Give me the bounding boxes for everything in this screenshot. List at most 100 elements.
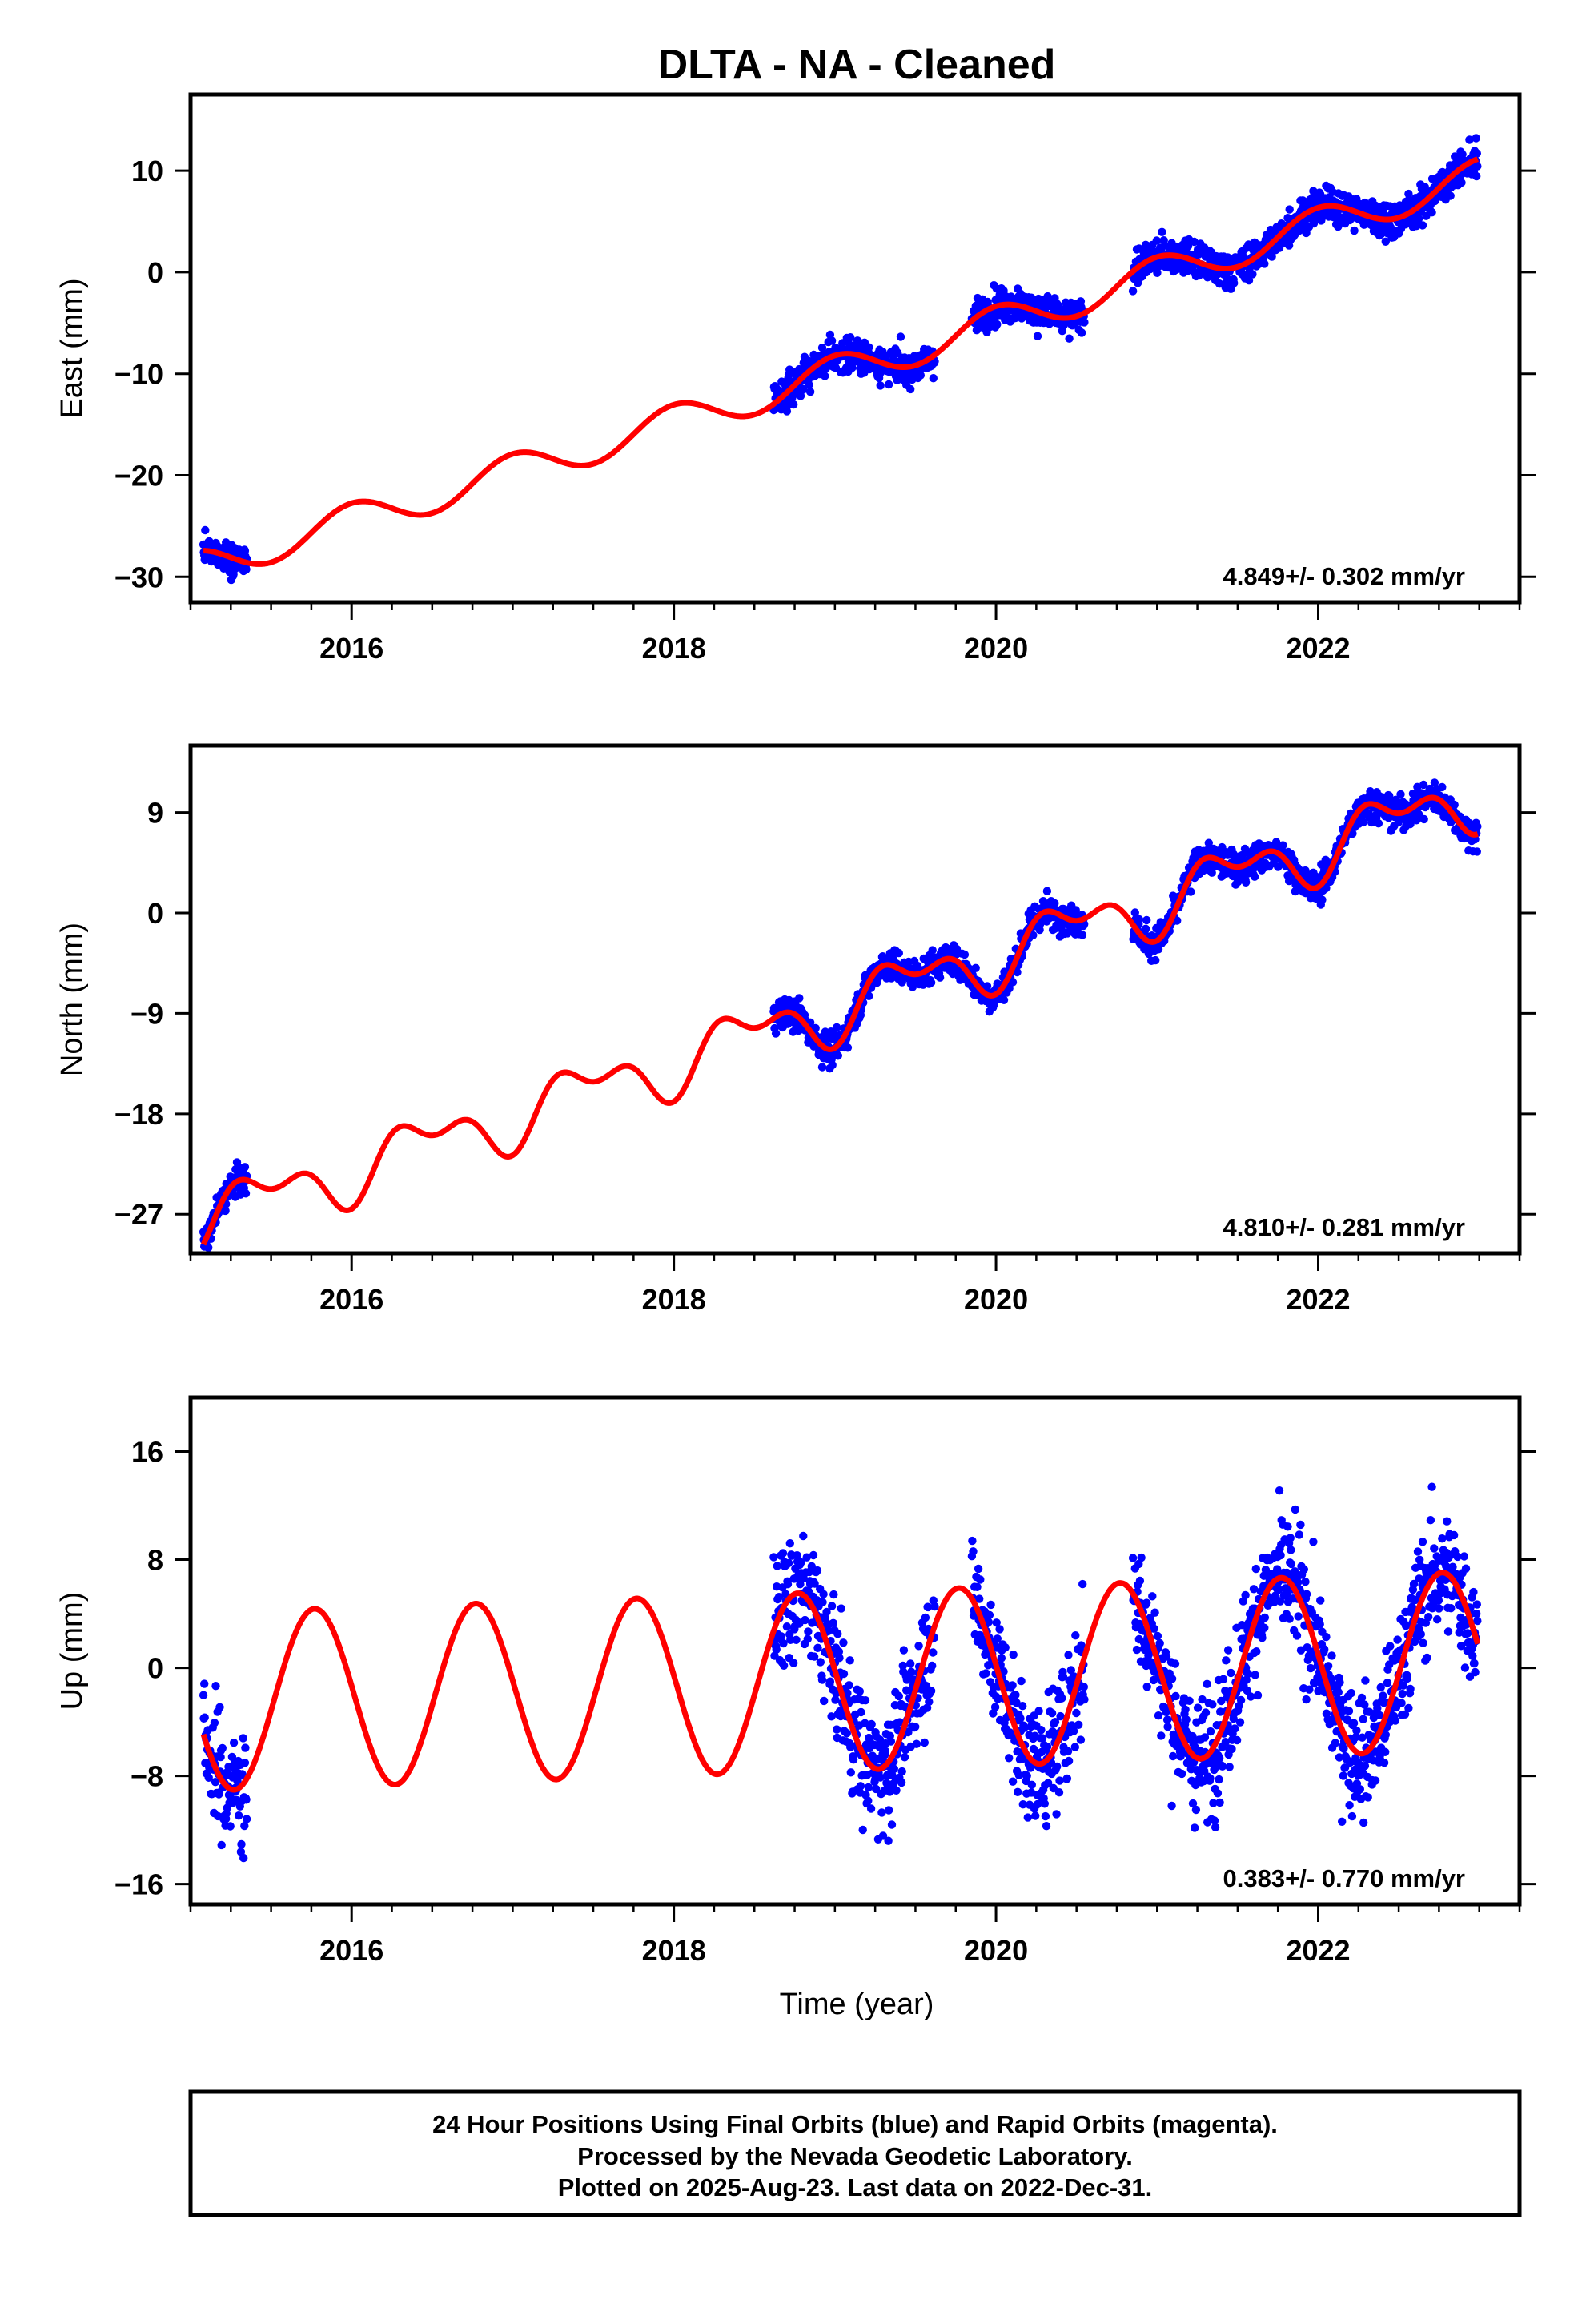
y-tick-label: −27 [114,1198,163,1231]
data-point [1250,872,1259,881]
y-tick-label: −20 [114,460,163,493]
data-point [1191,1823,1199,1832]
data-point [1137,1553,1146,1562]
data-point [1076,1735,1086,1744]
data-point [1171,1691,1180,1701]
data-point [1386,1642,1395,1651]
data-point [1350,226,1359,235]
data-point [885,1806,893,1815]
data-point [1079,1683,1089,1691]
data-point [1318,895,1327,904]
data-point [1080,1695,1089,1704]
data-point [801,1615,809,1625]
data-point [1148,1592,1157,1601]
data-point [216,1752,225,1762]
data-point [229,1739,239,1747]
data-point [1287,1559,1296,1569]
data-point [1327,1651,1336,1660]
data-point [821,372,829,380]
data-point [968,1536,977,1546]
data-point [1042,1822,1051,1831]
data-point [1322,1632,1331,1642]
data-point [1013,967,1022,977]
data-point [1017,1676,1026,1686]
data-point [1130,908,1140,917]
data-point [935,973,945,982]
y-tick-label: −10 [114,358,163,391]
data-point [1295,1530,1304,1539]
data-point [877,1808,886,1817]
data-point [834,1647,844,1656]
data-point [199,1691,208,1699]
x-tick-label: 2020 [964,1934,1028,1967]
x-tick-label: 2022 [1286,1283,1350,1316]
x-tick-label: 2016 [319,1934,383,1967]
x-tick-label: 2020 [964,632,1028,665]
data-point [833,1051,843,1060]
data-point [1227,1744,1236,1754]
data-point [1414,215,1423,223]
data-point [226,1822,235,1831]
data-point [240,1759,250,1767]
data-point [1142,1598,1151,1607]
data-point [924,1602,933,1612]
x-tick-label: 2016 [319,1283,383,1316]
data-point [1434,1596,1443,1605]
data-point [1157,1731,1166,1740]
data-point [1473,822,1482,831]
data-point [971,963,980,973]
data-point [884,1836,893,1845]
data-point [1373,1703,1382,1713]
data-point [1359,1715,1367,1723]
data-point [1134,279,1142,287]
up-y-axis-label: Up (mm) [55,1592,89,1711]
data-point [1279,841,1287,850]
data-point [1070,1743,1080,1751]
data-point [1472,149,1482,158]
data-point [810,1579,819,1588]
data-point [982,1669,990,1678]
data-point [1472,171,1481,181]
data-point [1381,1747,1390,1756]
data-point [857,1707,865,1717]
data-point [809,1550,818,1560]
data-point [1009,1651,1018,1659]
data-point [912,1739,921,1748]
data-point [1213,1789,1223,1798]
east-rate-label: 4.849+/- 0.302 mm/yr [1223,562,1465,590]
data-point [1460,1552,1469,1561]
data-point [1363,1793,1372,1802]
data-point [1285,205,1294,214]
data-point [785,1539,794,1548]
data-point [795,994,804,1003]
north-model-curve [200,794,1480,1246]
data-point [926,978,936,987]
data-point [1251,1564,1261,1574]
data-point [829,1590,838,1599]
data-point [1183,242,1193,251]
data-point [1071,1631,1080,1640]
data-point [809,1652,819,1661]
data-point [1446,191,1455,200]
data-point [1005,984,1014,993]
data-point [887,1820,897,1829]
data-point [960,950,970,959]
data-point [889,1764,899,1773]
data-point [1334,1687,1343,1697]
y-tick-label: 10 [131,155,163,187]
x-tick-label: 2020 [964,1283,1028,1316]
data-point [894,948,904,958]
data-point [842,1729,852,1738]
data-point [241,1189,251,1198]
data-point [892,1786,901,1795]
north-frame [188,743,1522,1256]
data-point [1316,1596,1325,1605]
x-axis-label: Time (year) [780,1988,934,2021]
data-point [211,1682,220,1691]
data-point [1418,221,1427,230]
data-point [902,1686,911,1695]
data-point [1322,883,1331,893]
x-tick-label: 2018 [642,1934,706,1967]
